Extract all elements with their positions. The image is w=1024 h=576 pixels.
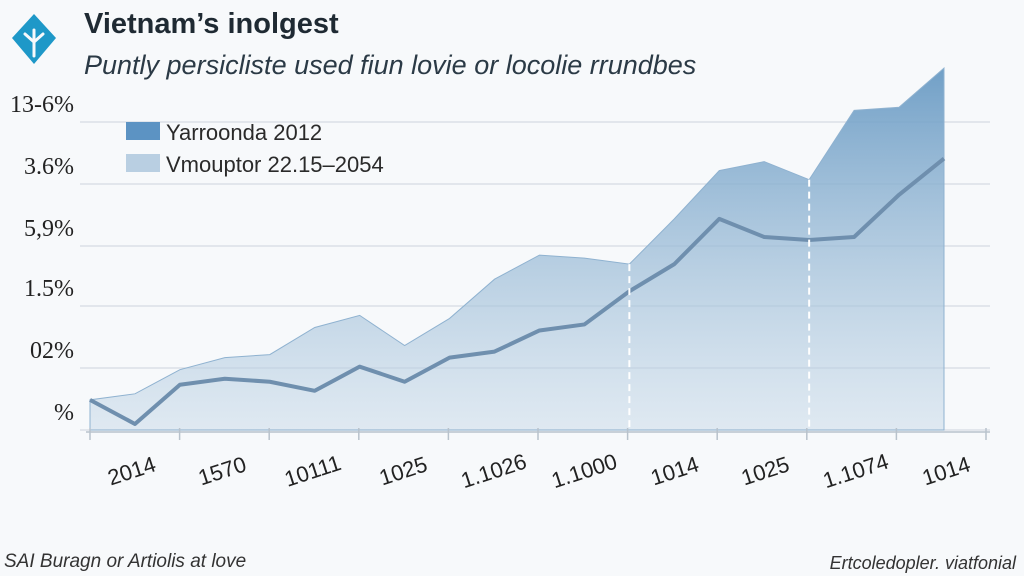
chart-title: Vietnam’s inolgest: [84, 8, 339, 40]
y-tick-label: 3.6%: [24, 154, 74, 180]
y-tick-label: %: [54, 400, 74, 426]
chart-subtitle: Puntly persicliste used fiun lovie or lo…: [84, 50, 697, 80]
x-tick-label: 1014: [919, 451, 973, 490]
x-tick-label: 1.1074: [820, 449, 892, 494]
legend-label-1: Yarroonda 2012: [166, 120, 322, 145]
legend-swatch-1: [126, 122, 160, 140]
x-tick-label: 1.1000: [548, 449, 620, 494]
x-tick-label: 1.1026: [458, 449, 530, 494]
x-tick-label: 1025: [738, 451, 792, 490]
y-tick-label: 5,9%: [24, 216, 74, 242]
credit-note: Ertcoledopler. viatfonial: [829, 553, 1016, 573]
legend-label-2: Vmouptor 22.15–2054: [166, 152, 384, 177]
series-line-2: [89, 157, 946, 426]
y-tick-label: 02%: [30, 338, 74, 364]
x-tick-label: 10111: [281, 450, 344, 492]
x-tick-label: 1014: [648, 451, 702, 490]
series-area-1: [89, 66, 945, 431]
x-tick-label: 1570: [195, 451, 249, 490]
diamond-leaf-icon: [12, 14, 56, 64]
y-tick-label: 13-6%: [10, 92, 74, 118]
y-tick-label: 1.5%: [24, 276, 74, 302]
chart-legend: Yarroonda 2012 Vmouptor 22.15–2054: [126, 120, 384, 177]
source-note: SAI Buragn or Artiolis at love: [4, 551, 247, 572]
x-tick-label: 1025: [376, 451, 430, 490]
x-tick-label: 2014: [105, 451, 159, 490]
legend-swatch-2: [126, 154, 160, 172]
